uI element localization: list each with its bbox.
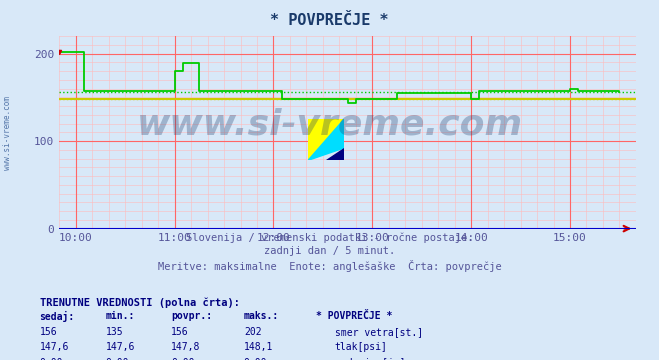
Text: tlak[psi]: tlak[psi] (335, 342, 387, 352)
Text: * POVPREČJE *: * POVPREČJE * (316, 311, 393, 321)
Polygon shape (308, 119, 345, 160)
Text: * POVPREČJE *: * POVPREČJE * (270, 13, 389, 28)
Text: www.si-vreme.com: www.si-vreme.com (136, 107, 523, 141)
Text: 147,6: 147,6 (105, 342, 135, 352)
Text: 202: 202 (244, 327, 262, 337)
Text: 135: 135 (105, 327, 123, 337)
Text: Slovenija / vremenski podatki - ročne postaje.: Slovenija / vremenski podatki - ročne po… (186, 232, 473, 243)
Text: 0,00: 0,00 (244, 358, 268, 360)
Text: 0,00: 0,00 (105, 358, 129, 360)
Text: povpr.:: povpr.: (171, 311, 212, 321)
Text: 148,1: 148,1 (244, 342, 273, 352)
Text: sedaj:: sedaj: (40, 311, 74, 323)
Text: padavine[in]: padavine[in] (335, 358, 405, 360)
Text: 0,00: 0,00 (40, 358, 63, 360)
Text: 156: 156 (40, 327, 57, 337)
Text: 0,00: 0,00 (171, 358, 195, 360)
Text: www.si-vreme.com: www.si-vreme.com (3, 96, 13, 170)
Text: TRENUTNE VREDNOSTI (polna črta):: TRENUTNE VREDNOSTI (polna črta): (40, 297, 239, 307)
Text: maks.:: maks.: (244, 311, 279, 321)
Text: smer vetra[st.]: smer vetra[st.] (335, 327, 423, 337)
Text: Meritve: maksimalne  Enote: anglešaške  Črta: povprečje: Meritve: maksimalne Enote: anglešaške Čr… (158, 260, 501, 271)
Text: min.:: min.: (105, 311, 135, 321)
Text: 147,6: 147,6 (40, 342, 69, 352)
Polygon shape (308, 119, 345, 160)
Text: 147,8: 147,8 (171, 342, 201, 352)
Polygon shape (326, 148, 345, 160)
Text: zadnji dan / 5 minut.: zadnji dan / 5 minut. (264, 246, 395, 256)
Text: 156: 156 (171, 327, 189, 337)
